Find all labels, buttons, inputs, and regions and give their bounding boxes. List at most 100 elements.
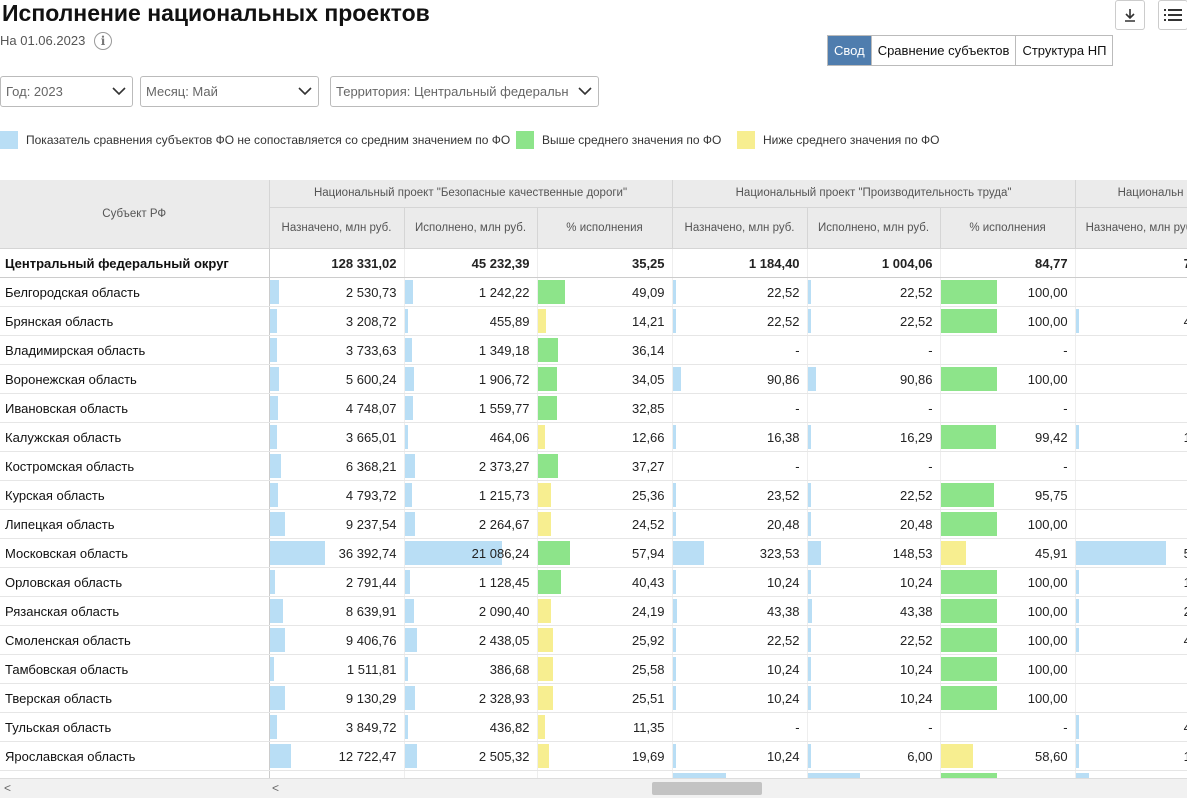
cell-value: 100,00 (940, 509, 1076, 539)
cell-value: 2 264,67 (404, 509, 538, 539)
tab-np-structure[interactable]: Структура НП (1015, 36, 1113, 65)
value-bar (1075, 425, 1079, 449)
table-row[interactable]: Рязанская область 8 639,91 2 090,40 24,19 43… (0, 596, 1187, 626)
legend-label: Ниже среднего значения по ФО (763, 133, 940, 147)
cell-text: 19,69 (631, 748, 665, 764)
horizontal-scrollbar[interactable]: < < (0, 778, 1187, 798)
table-row[interactable]: Воронежская область 5 600,24 1 906,72 34,05… (0, 364, 1187, 394)
column-header-assigned[interactable]: Назначено, млн руб. (672, 207, 808, 250)
value-bar (404, 628, 417, 652)
value-bar (537, 396, 557, 420)
cell-value: - (672, 335, 808, 365)
tab-subject-comparison[interactable]: Сравнение субъектов (870, 36, 1016, 65)
cell-text: - (928, 458, 933, 474)
cell-value: 557,72 (807, 770, 941, 778)
value-bar (940, 541, 966, 565)
value-bar (940, 425, 996, 449)
table-row[interactable]: Ярославская область 12 722,47 2 505,32 19,6… (0, 741, 1187, 771)
value-bar (672, 744, 676, 768)
cell-value: 2 328,93 (404, 683, 538, 713)
info-icon[interactable]: i (94, 32, 112, 50)
value-bar (940, 686, 997, 710)
cell-text: 14,21 (631, 313, 665, 329)
cell-value: 10,24 (672, 683, 808, 713)
value-bar (404, 541, 502, 565)
subject-name: Брянская область (0, 306, 270, 336)
column-header-executed[interactable]: Исполнено, млн руб. (807, 207, 941, 250)
cell-value: 148,53 (807, 538, 941, 568)
column-header-assigned[interactable]: Назначено, млн руб. (269, 207, 405, 250)
table-row[interactable]: Курская область 4 793,72 1 215,73 25,36 23,5… (0, 480, 1187, 510)
cell-value: - (672, 712, 808, 742)
table-row[interactable]: Московская область 36 392,74 21 086,24 57,9… (0, 538, 1187, 568)
table-row[interactable]: Ивановская область 4 748,07 1 559,77 32,85 -… (0, 393, 1187, 423)
cell-value: 22,52 (807, 277, 941, 307)
subject-name: Владимирская область (0, 335, 270, 365)
value-bar (807, 541, 821, 565)
cell-text: 90,86 (899, 371, 933, 387)
cell-value: 22,52 (672, 277, 808, 307)
table-row[interactable]: Смоленская область 9 406,76 2 438,05 25,92 2… (0, 625, 1187, 655)
table-row[interactable]: Орловская область 2 791,44 1 128,45 40,43 10… (0, 567, 1187, 597)
value-bar (404, 425, 408, 449)
territory-select[interactable]: Территория: Центральный федеральный окру… (330, 76, 599, 107)
table-row[interactable]: Тверская область 9 130,29 2 328,93 25,51 10,… (0, 683, 1187, 713)
cell-text: 1 242,22 (478, 284, 530, 300)
cell-text: 2 264,67 (478, 516, 530, 532)
cell-value: 1 511,81 (269, 654, 405, 684)
value-bar (269, 396, 278, 420)
value-bar (1075, 599, 1079, 623)
table-row[interactable]: Тульская область 3 849,72 436,82 11,35 - - - 40… (0, 712, 1187, 742)
cell-text: 9 130,29 (345, 690, 397, 706)
list-view-button[interactable] (1158, 0, 1187, 30)
column-header-percent[interactable]: % исполнения (940, 207, 1076, 250)
subject-column-header[interactable]: Субъект РФ (0, 180, 270, 249)
year-select[interactable]: Год: 2023 (0, 76, 133, 107)
value-bar (269, 744, 291, 768)
cell-text: - (795, 400, 800, 416)
cell-value: 19,69 (537, 741, 673, 771)
scroll-left-icon[interactable]: < (272, 781, 280, 795)
cell-text: 45,91 (1035, 545, 1068, 561)
download-button[interactable] (1115, 0, 1145, 30)
table-row[interactable]: Костромская область 6 368,21 2 373,27 37,27… (0, 451, 1187, 481)
cell-value: 35,25 (537, 248, 673, 278)
column-header-percent[interactable]: % исполнения (537, 207, 673, 250)
cell-text: 100,00 (1027, 632, 1068, 648)
table-row[interactable]: г. Москва - - - 557,72 557,72 100,00 820, (0, 770, 1187, 778)
scroll-left-icon[interactable]: < (4, 781, 12, 795)
cell-value: - (940, 451, 1076, 481)
cell-text: 2 505,32 (478, 748, 530, 764)
table-row[interactable]: Липецкая область 9 237,54 2 264,67 24,52 20,… (0, 509, 1187, 539)
table-row-total[interactable]: Центральный федеральный округ 128 331,02… (0, 248, 1187, 278)
month-select[interactable]: Месяц: Май (140, 76, 319, 107)
cell-value: 1 215,73 (404, 480, 538, 510)
table-row[interactable]: Белгородская область 2 530,73 1 242,22 49,0… (0, 277, 1187, 307)
cell-text: 9 237,54 (345, 516, 397, 532)
value-bar (404, 338, 412, 362)
table-row[interactable]: Брянская область 3 208,72 455,89 14,21 22,52… (0, 306, 1187, 336)
column-header-assigned[interactable]: Назначено, млн руб. (1075, 207, 1187, 250)
value-bar (940, 367, 997, 391)
subject-name: Тамбовская область (0, 654, 270, 684)
data-table-container[interactable]: Субъект РФ Национальный проект "Безопасн… (0, 180, 1187, 778)
subject-name: г. Москва (0, 770, 270, 778)
table-row[interactable]: Калужская область 3 665,01 464,06 12,66 16,3… (0, 422, 1187, 452)
cell-value: 45,91 (940, 538, 1076, 568)
table-row[interactable]: Тамбовская область 1 511,81 386,68 25,58 10,… (0, 654, 1187, 684)
value-bar (940, 483, 994, 507)
value-bar (269, 628, 285, 652)
value-bar (1075, 541, 1166, 565)
value-bar (404, 512, 415, 536)
cell-text: 16,38 (766, 429, 800, 445)
cell-value: - (940, 335, 1076, 365)
value-bar (940, 570, 997, 594)
scrollbar-thumb[interactable] (652, 782, 762, 795)
cell-value: 3 733,63 (269, 335, 405, 365)
column-header-executed[interactable]: Исполнено, млн руб. (404, 207, 538, 250)
tab-svod[interactable]: Свод (828, 36, 871, 65)
subject-name: Костромская область (0, 451, 270, 481)
value-bar (269, 715, 277, 739)
cell-text: - (1063, 719, 1068, 735)
table-row[interactable]: Владимирская область 3 733,63 1 349,18 36,1… (0, 335, 1187, 365)
